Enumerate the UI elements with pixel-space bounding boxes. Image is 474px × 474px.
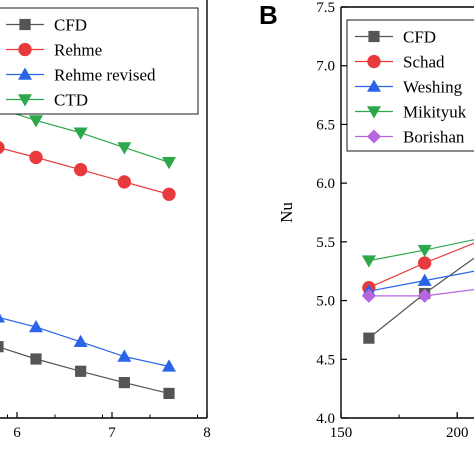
panel-b-legend-marker-schad <box>367 54 381 69</box>
panel-a-series-cfd-point <box>118 376 130 389</box>
panel-a-legend-label-rehme-revised: Rehme revised <box>54 66 156 85</box>
panel-b-legend-marker-mikityuk <box>367 106 381 119</box>
panel-a-legend-label-rehme: Rehme <box>54 41 102 60</box>
panel-b-x-tick-label: 200 <box>446 425 469 441</box>
panel-b-series-mikityuk-point <box>361 255 376 268</box>
panel-a-legend-marker-cfd <box>19 18 31 31</box>
panel-b-legend-box <box>346 19 474 152</box>
panel-a-series-rehme-point <box>117 175 131 189</box>
panel-a-series-cfd-point <box>30 353 42 365</box>
panel-b-y-tick-label: 4.5 <box>316 352 335 368</box>
panel-b-series-mikityuk-point <box>417 244 432 258</box>
panel-b-y-tick-label: 4.0 <box>316 411 335 427</box>
panel-a-chart: 6 7 8 CFD Rehme Rehme revised CTD <box>0 0 211 441</box>
panel-a-series-rehme-point <box>29 150 43 165</box>
panel-b-legend-marker-borishan <box>367 129 381 144</box>
panel-b-y-tick-label: 5.0 <box>316 294 335 310</box>
panel-a-series-rehme-revised-point <box>73 334 88 348</box>
panel-b-y-tick-label: 7.5 <box>316 0 335 16</box>
panel-a-series-cfd-point <box>75 365 87 377</box>
panel-b-panel-label: B <box>259 0 278 30</box>
panel-b-series-weshing-point <box>417 273 432 286</box>
panel-b-series-schad-point <box>418 256 432 270</box>
panel-a-x-tick-label: 7 <box>108 425 116 441</box>
panel-b-y-tick-label: 7.0 <box>316 59 335 75</box>
panel-a-legend-label-cfd: CFD <box>54 16 87 35</box>
panel-a-series-ctd-point <box>162 157 176 170</box>
panel-b-series-borishan-line <box>368 289 474 297</box>
panel-b-series-cfd-line <box>368 257 474 339</box>
panel-b-chart: 150 200 4.0 4.5 5.0 5.5 6.0 6.5 7.0 7.5 Nu B CFD Scha… <box>259 0 474 441</box>
panel-b-y-tick-label: 6.0 <box>316 176 335 192</box>
panel-a-series-rehme-revised-point <box>29 320 43 333</box>
panel-b-legend-label-weshing: Weshing <box>403 78 463 97</box>
panel-a-series-rehme-point <box>0 141 5 154</box>
panel-b-series-borishan-point <box>417 288 432 303</box>
panel-a-legend-marker-ctd <box>18 94 32 107</box>
panel-a-x-tick-label: 6 <box>13 425 21 441</box>
panel-a-series-ctd-point <box>73 127 88 140</box>
panel-b-legend-label-cfd: CFD <box>403 28 436 47</box>
panel-a-legend-marker-rehme-revised <box>18 67 32 80</box>
panel-b-legend-label-mikityuk: Mikityuk <box>403 103 467 122</box>
panel-a-series-rehme-revised-point <box>117 349 132 362</box>
panel-a-legend-label-ctd: CTD <box>54 91 88 110</box>
panel-a-x-tick-label: 8 <box>203 425 211 441</box>
panel-a-legend-marker-rehme <box>18 42 32 57</box>
panel-a-series-rehme-revised-point <box>0 313 5 323</box>
panel-b-series-mikityuk-line <box>368 239 474 262</box>
panel-b-legend-label-borishan: Borishan <box>403 128 465 147</box>
panel-b-series-schad-line <box>368 242 474 289</box>
panel-a-series-rehme-revised-point <box>162 359 176 372</box>
panel-b-y-axis-title: Nu <box>277 202 296 223</box>
panel-a-series-cfd-point <box>163 387 175 400</box>
panel-b-legend-marker-cfd <box>368 30 380 43</box>
panel-b-legend-label-schad: Schad <box>403 53 445 72</box>
panel-a-series-rehme-point <box>74 163 88 177</box>
panel-b-legend-marker-weshing <box>367 79 381 92</box>
panel-a-series-ctd-point <box>29 115 43 128</box>
panel-a-legend: CFD Rehme Rehme revised CTD <box>0 7 199 115</box>
panel-b-legend: CFD Schad Weshing Mikityuk Borishan <box>346 19 474 152</box>
panel-a-series-rehme-point <box>162 187 176 201</box>
panel-b-series-weshing-line <box>368 270 474 292</box>
panel-b-x-tick-label: 150 <box>330 425 353 441</box>
panel-b-y-tick-label: 5.5 <box>316 235 335 251</box>
panel-a-series-cfd-point <box>0 341 4 353</box>
panel-b-series-cfd-point <box>363 332 375 344</box>
panel-a-series-ctd-point <box>117 142 132 155</box>
panel-a-legend-box <box>0 7 199 115</box>
panel-b-y-tick-label: 6.5 <box>316 117 335 133</box>
panel-b-series-borishan-point <box>361 288 376 303</box>
